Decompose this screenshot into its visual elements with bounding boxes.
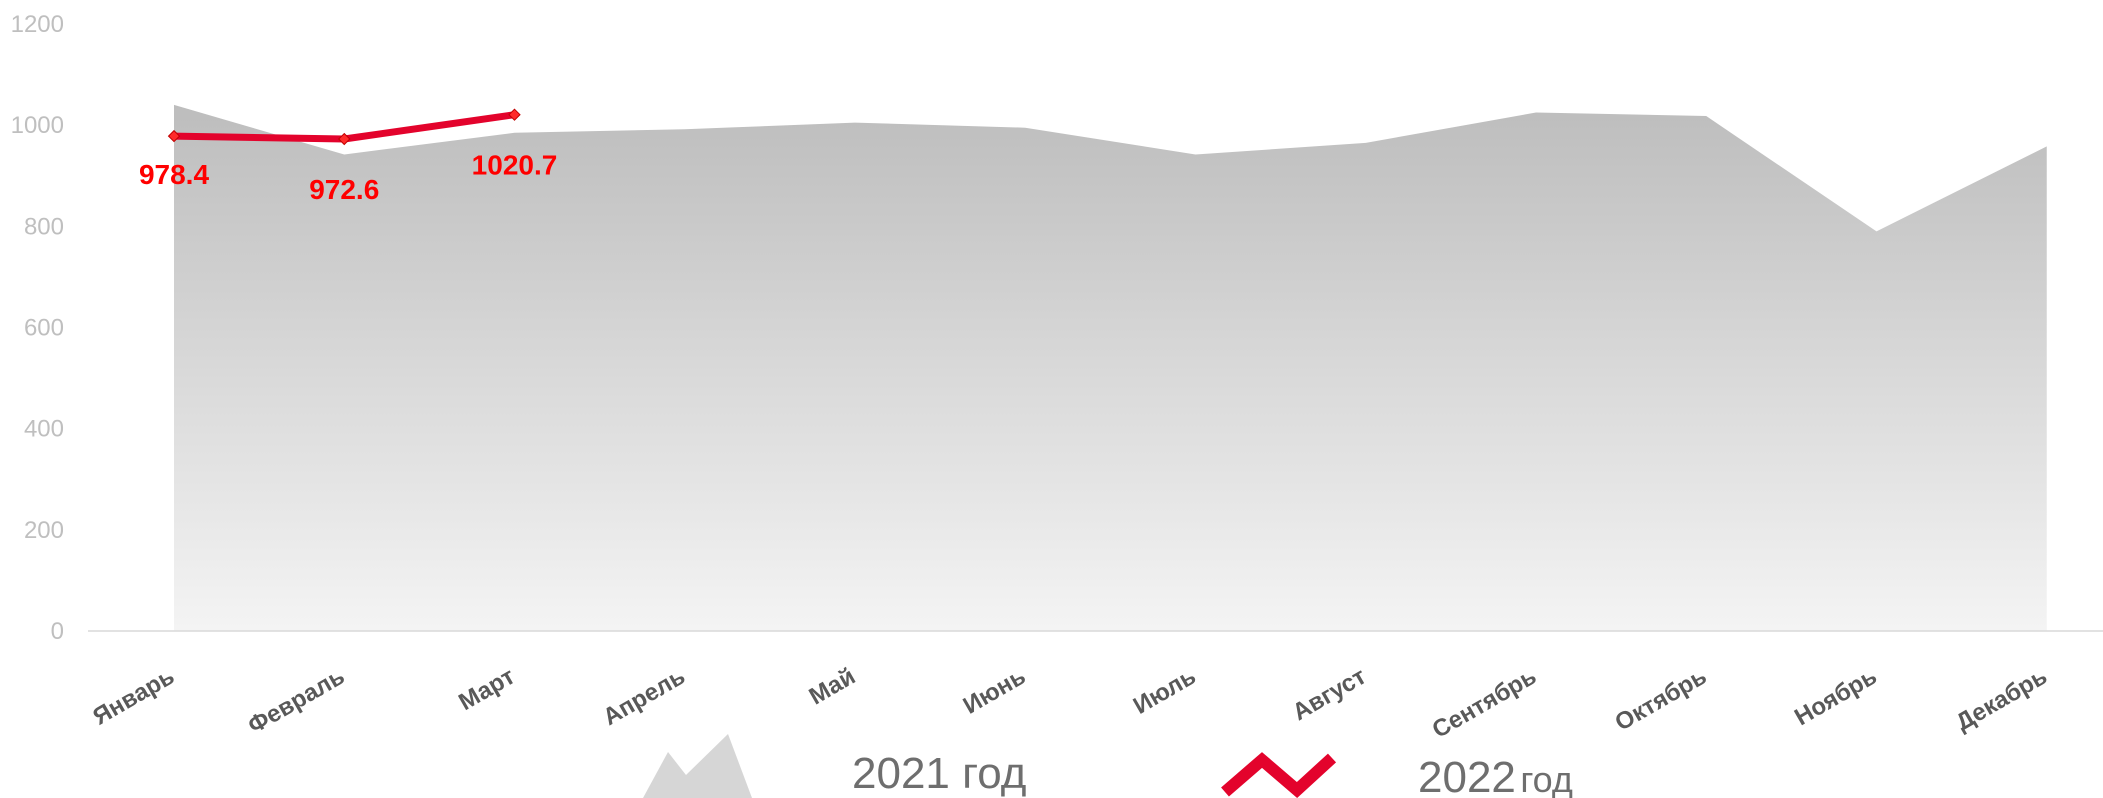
x-tick-label: Май — [805, 663, 860, 711]
x-tick-label: Апрель — [598, 663, 689, 731]
x-tick-label: Сентябрь — [1428, 663, 1541, 744]
x-axis: Январь Февраль Март Апрель Май Июнь Июль Август… — [88, 630, 2103, 744]
line-2022-marker — [508, 108, 521, 121]
data-label-2022: 972.6 — [309, 174, 379, 205]
x-tick-label: Октябрь — [1611, 663, 1712, 737]
y-tick-label: 0 — [51, 618, 64, 645]
y-tick-label: 400 — [24, 416, 64, 443]
x-tick-label: Март — [454, 663, 519, 716]
legend-label-2022: 2022 год — [1418, 753, 1573, 798]
area-2021 — [174, 104, 2047, 631]
legend-2021-suffix: год — [962, 749, 1026, 798]
legend-2022-suffix: год — [1520, 759, 1573, 798]
data-label-2022: 978.4 — [139, 159, 209, 190]
data-labels-layer: 978.4 972.6 1020.7 — [139, 150, 557, 205]
line-2022-layer — [167, 108, 521, 146]
line-2022-marker — [167, 129, 181, 143]
legend-2021-year: 2021 — [852, 749, 950, 798]
y-tick-label: 600 — [24, 315, 64, 342]
line-2022-marker — [338, 132, 351, 146]
y-tick-label: 200 — [24, 517, 64, 544]
x-tick-label: Декабрь — [1951, 663, 2051, 737]
x-tick-label: Август — [1288, 663, 1371, 726]
legend-2022-year: 2022 — [1418, 753, 1516, 798]
x-tick-label: Июнь — [959, 663, 1031, 720]
area-2021-layer — [174, 104, 2047, 631]
y-axis: 0 200 400 600 800 1000 1200 — [11, 11, 64, 645]
x-tick-label: Ноябрь — [1790, 663, 1881, 731]
legend-label-2021: 2021 год — [852, 749, 1026, 798]
y-tick-label: 1000 — [11, 112, 64, 139]
x-tick-label: Июль — [1129, 663, 1201, 720]
y-tick-label: 800 — [24, 213, 64, 240]
x-tick-label: Февраль — [243, 663, 349, 740]
y-tick-label: 1200 — [11, 11, 64, 38]
x-tick-label: Январь — [88, 663, 179, 731]
data-label-2022: 1020.7 — [472, 150, 558, 181]
legend-line-swatch-2022 — [1221, 752, 1337, 798]
legend: 2021 год 2022 год — [643, 734, 1573, 798]
legend-area-swatch-2021 — [643, 734, 752, 798]
